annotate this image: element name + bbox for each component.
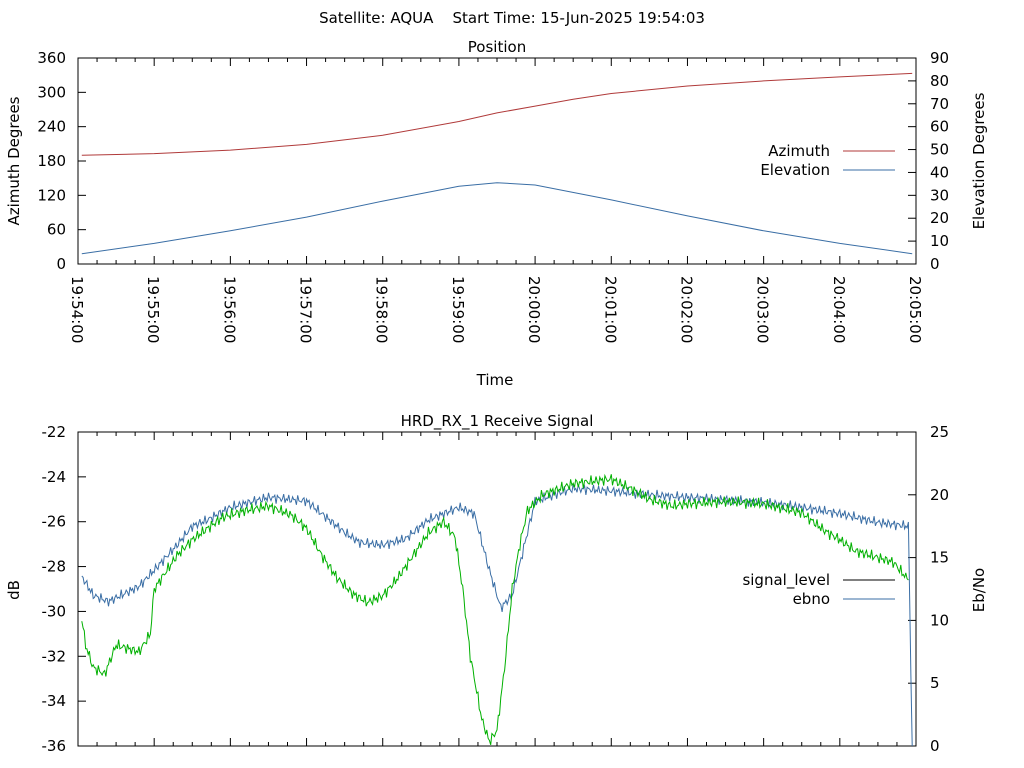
legend-label-azimuth: Azimuth <box>768 142 830 160</box>
y2-tick-label: 0 <box>930 737 940 755</box>
position-y2-axis-label: Elevation Degrees <box>970 92 988 229</box>
position-chart-title: Position <box>468 38 526 56</box>
series-line-Elevation <box>81 182 913 255</box>
legend-label-signal-level: signal_level <box>742 571 830 590</box>
y-tick-label: 360 <box>37 49 66 67</box>
signal-chart-title: HRD_RX_1 Receive Signal <box>401 412 594 431</box>
y2-tick-label: 0 <box>930 255 940 273</box>
page-title: Satellite: AQUA Start Time: 15-Jun-2025 … <box>319 9 705 27</box>
position-chart: Position Azimuth Degrees Elevation Degre… <box>5 38 988 389</box>
y-tick-label: 60 <box>47 221 66 239</box>
y2-tick-label: 30 <box>930 186 949 204</box>
x-tick-label: 19:57:00 <box>297 276 315 343</box>
y2-tick-label: 20 <box>930 209 949 227</box>
x-tick-label: 20:04:00 <box>830 276 848 343</box>
y-tick-label: -34 <box>42 692 67 710</box>
series-line-Azimuth <box>81 72 913 156</box>
y2-tick-label: 80 <box>930 72 949 90</box>
series-line-ebno <box>81 483 913 747</box>
x-tick-label: 20:05:00 <box>906 276 924 343</box>
y-tick-label: -28 <box>42 558 67 576</box>
y-tick-label: 300 <box>37 83 66 101</box>
y2-tick-label: 10 <box>930 611 949 629</box>
y2-tick-label: 10 <box>930 232 949 250</box>
x-tick-label: 19:54:00 <box>68 276 86 343</box>
y-tick-label: 240 <box>37 118 66 136</box>
y-tick-label: 120 <box>37 186 66 204</box>
y2-tick-label: 20 <box>930 486 949 504</box>
signal-y-axis-label: dB <box>5 580 23 600</box>
y-tick-label: -24 <box>42 468 67 486</box>
position-y-axis-label: Azimuth Degrees <box>5 96 23 225</box>
y-tick-label: 180 <box>37 152 66 170</box>
y2-tick-label: 50 <box>930 141 949 159</box>
y2-tick-label: 40 <box>930 163 949 181</box>
x-tick-label: 20:02:00 <box>677 276 695 343</box>
y-tick-label: -36 <box>42 737 67 755</box>
y-tick-label: -26 <box>42 513 67 531</box>
x-tick-label: 19:59:00 <box>449 276 467 343</box>
legend-label-elevation: Elevation <box>760 161 830 179</box>
x-tick-label: 20:01:00 <box>601 276 619 343</box>
x-tick-label: 20:03:00 <box>754 276 772 343</box>
signal-plot-frame <box>77 431 917 747</box>
y-tick-label: 0 <box>56 255 66 273</box>
y-tick-label: -30 <box>42 602 67 620</box>
y2-tick-label: 5 <box>930 674 940 692</box>
y2-tick-label: 15 <box>930 549 949 567</box>
y-tick-label: -32 <box>42 647 67 665</box>
position-x-axis-label: Time <box>476 371 514 389</box>
x-tick-label: 19:58:00 <box>373 276 391 343</box>
y2-tick-label: 70 <box>930 95 949 113</box>
legend-label-ebno: ebno <box>793 590 830 608</box>
x-tick-label: 20:00:00 <box>525 276 543 343</box>
x-tick-label: 19:56:00 <box>220 276 238 343</box>
y-tick-label: -22 <box>42 423 67 441</box>
y2-tick-label: 25 <box>930 423 949 441</box>
y2-tick-label: 90 <box>930 49 949 67</box>
x-tick-label: 19:55:00 <box>144 276 162 343</box>
series-line-unlabeled-2 <box>81 473 909 745</box>
y2-tick-label: 60 <box>930 118 949 136</box>
signal-y2-axis-label: Eb/No <box>970 568 988 612</box>
receive-signal-chart: HRD_RX_1 Receive Signal dB Eb/No signal_… <box>5 412 988 755</box>
